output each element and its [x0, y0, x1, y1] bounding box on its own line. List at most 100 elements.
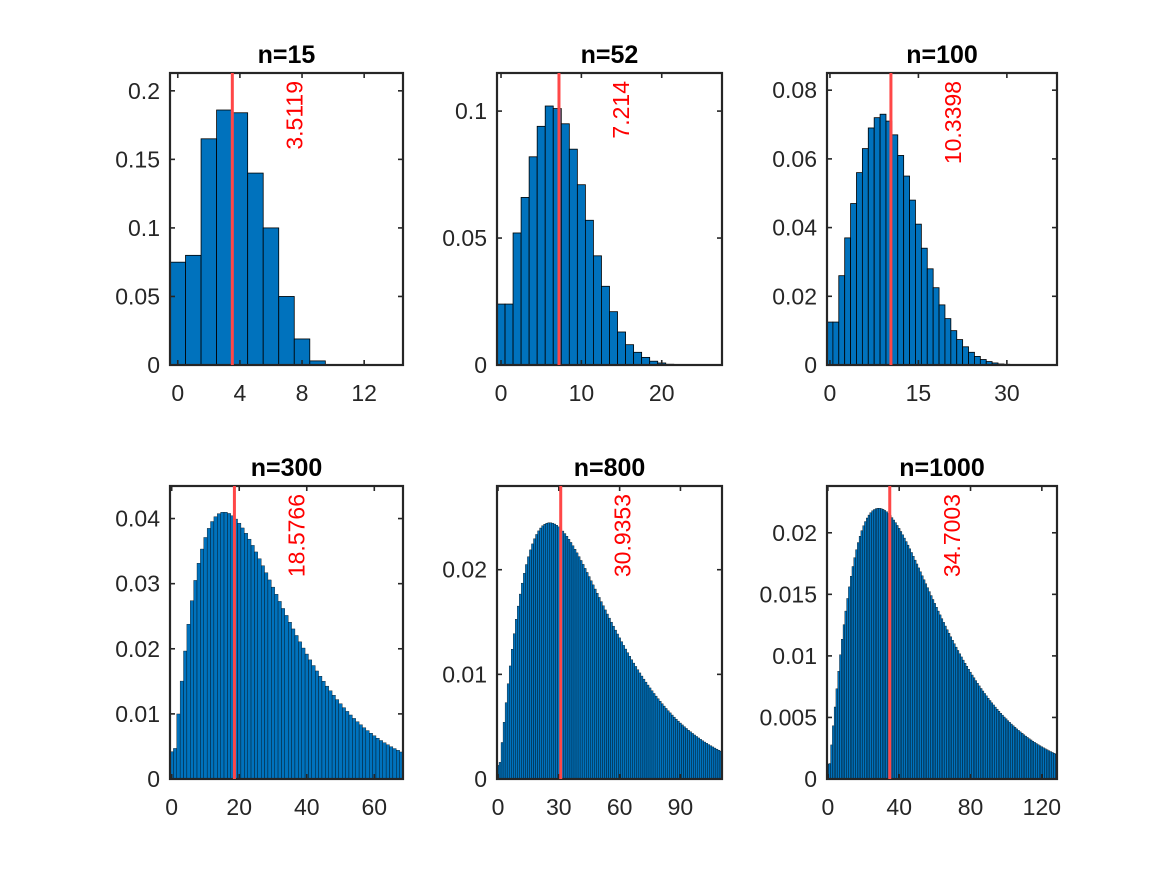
axes-box: [495, 71, 724, 367]
histogram-bars: [169, 512, 404, 780]
histogram-bar: [1031, 740, 1034, 780]
histogram-bar: [867, 514, 870, 780]
y-tick-label: 0.08: [772, 77, 817, 103]
histogram-bar: [652, 693, 656, 780]
histogram-bar: [869, 512, 872, 780]
histogram-bar: [335, 699, 340, 780]
histogram-bar: [213, 516, 218, 780]
y-tick-label: 0.05: [115, 283, 160, 309]
histogram-bar: [997, 711, 1001, 780]
histogram-bars: [826, 113, 1017, 366]
histogram-bar: [1028, 738, 1031, 780]
histogram-bar: [926, 587, 929, 780]
histogram-bar: [331, 695, 336, 780]
histogram-bar: [602, 605, 605, 780]
histogram-bar: [898, 528, 901, 780]
histogram-bar: [568, 148, 578, 366]
histogram-bar: [571, 545, 575, 780]
histogram-bar: [311, 665, 316, 780]
histogram-bar: [527, 556, 530, 780]
histogram-bar: [262, 227, 280, 366]
y-tick-label: 0: [147, 352, 160, 378]
histogram-bar: [681, 724, 684, 780]
histogram-bar: [389, 746, 394, 780]
histogram-bar: [196, 563, 201, 780]
histogram-bar: [630, 659, 633, 780]
histogram-bar: [915, 563, 919, 780]
histogram-bar: [577, 556, 581, 780]
histogram-bar: [512, 232, 522, 366]
histogram-bar: [874, 508, 878, 780]
histogram-bar: [901, 534, 904, 780]
histogram-bar: [935, 607, 938, 780]
histogram-bar: [968, 351, 975, 366]
histogram-bar: [707, 744, 711, 780]
histogram-bar: [989, 700, 992, 780]
histogram-bar: [856, 172, 863, 366]
axes-box: [168, 71, 405, 367]
histogram-bar: [515, 619, 518, 780]
histogram-bar: [883, 510, 887, 780]
histogram-bar: [658, 701, 662, 780]
histogram-bar: [923, 579, 926, 780]
subplot-2: 0 10 20 0 0.05 0.1 7.214 n=52: [442, 41, 724, 406]
histogram-bar: [663, 705, 666, 780]
histogram-bar: [271, 586, 275, 780]
subplot-6: 0 40 80 120 0 0.005 0.01 0.015 0.02 34.7003 n=1000: [759, 454, 1061, 820]
histogram-bar: [848, 586, 851, 780]
histogram-bar: [1022, 734, 1026, 780]
histogram-bar: [206, 528, 211, 780]
histogram-bar: [871, 510, 874, 780]
histogram-bar: [992, 704, 995, 780]
histogram-bar: [606, 613, 609, 780]
histogram-bar: [933, 603, 936, 780]
histogram-bar: [699, 739, 702, 780]
x-tick-label: 80: [958, 794, 984, 820]
y-tick-label: 0.02: [772, 283, 817, 309]
histogram-bar: [867, 127, 875, 366]
histogram-bar: [576, 184, 586, 366]
y-tick-label: 0.01: [115, 701, 160, 727]
histogram-bar: [1049, 751, 1052, 780]
histogram-bar: [555, 525, 558, 780]
subplot-title: n=15: [258, 41, 316, 69]
histogram-bar: [697, 737, 700, 780]
histogram-bar: [1053, 753, 1056, 780]
histogram-bar: [942, 622, 945, 780]
histogram-bar: [596, 593, 599, 780]
histogram-bar: [1051, 752, 1054, 780]
y-tick-label: 0: [804, 766, 817, 792]
subplot-3: 0 15 30 0 0.02 0.04 0.06 0.08 10.3398 n=100: [772, 41, 1059, 406]
histogram-bar: [974, 680, 977, 780]
subplot-title: n=1000: [899, 454, 985, 482]
histogram-bar: [955, 646, 958, 780]
histogram-bar: [590, 580, 593, 780]
axes-box: [825, 484, 1059, 781]
histogram-bar: [342, 707, 346, 780]
y-tick-label: 0.1: [128, 215, 160, 241]
histogram-bar: [973, 677, 976, 780]
histogram-bar: [964, 662, 967, 780]
histogram-bar: [610, 621, 613, 780]
histogram-bar: [891, 134, 899, 366]
histogram-bar: [508, 665, 512, 780]
histogram-bar: [396, 750, 400, 780]
histogram-bar: [956, 650, 960, 780]
histogram-bar: [844, 237, 851, 366]
histogram-bar: [912, 556, 915, 780]
histogram-bar: [679, 722, 682, 780]
histogram-bar: [673, 716, 676, 780]
histogram-bar: [498, 762, 502, 780]
histogram-bar: [385, 744, 390, 780]
histogram-bar: [551, 522, 554, 780]
histogram-bar: [291, 628, 296, 780]
histogram-bar: [382, 742, 387, 780]
histogram-bar: [523, 573, 526, 780]
histogram-bar: [839, 654, 842, 780]
histogram-bar: [278, 296, 295, 366]
x-tick-label: 40: [294, 794, 320, 820]
y-tick-label: 0.02: [115, 636, 160, 662]
histogram-bar: [288, 622, 292, 780]
mean-value-label: 30.9353: [610, 494, 636, 577]
